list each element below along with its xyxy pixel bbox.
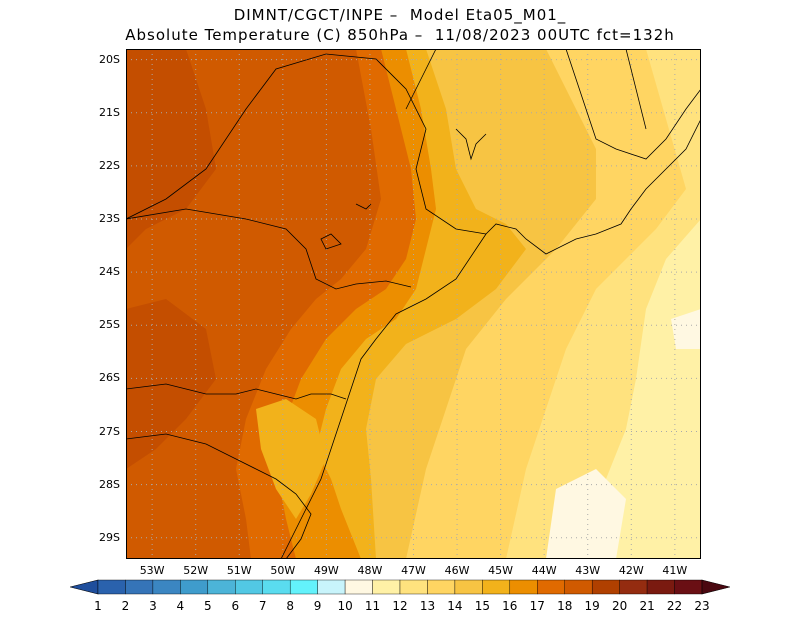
colorbar-cell (289, 579, 318, 595)
colorbar-cell (344, 579, 373, 595)
colorbar-label: 4 (176, 599, 185, 613)
colorbar-cell (509, 579, 538, 595)
colorbar-label: 6 (231, 599, 240, 613)
colorbar-cell (372, 579, 401, 595)
lat-label: 20S (99, 52, 120, 66)
colorbar-label: 13 (419, 599, 436, 613)
lon-label: 43W (575, 564, 601, 577)
colorbar-cell (591, 579, 620, 595)
colorbar-label: 16 (502, 599, 518, 613)
lat-lon-grid (126, 49, 701, 559)
colorbar-cell (317, 579, 346, 595)
lat-label: 27S (99, 424, 120, 438)
colorbar-cell (564, 579, 593, 595)
lat-label: 21S (99, 105, 120, 119)
colorbar-label: 7 (258, 599, 267, 613)
lon-label: 41W (662, 564, 688, 577)
lat-label: 23S (99, 212, 120, 225)
colorbar-arrow-low (70, 579, 99, 595)
colorbar-cell (482, 579, 511, 595)
colorbar-label: 22 (666, 599, 683, 613)
colorbar-cell (454, 579, 483, 595)
lon-label: 52W (183, 564, 209, 577)
lat-label: 25S (99, 318, 120, 332)
lon-label: 50W (270, 564, 296, 577)
colorbar (70, 579, 730, 595)
lon-label: 48W (357, 564, 383, 577)
lon-label: 51W (226, 564, 252, 577)
colorbar-cell (180, 579, 209, 595)
lat-label: 26S (99, 371, 120, 385)
lat-label: 29S (99, 530, 120, 544)
colorbar-cell (152, 579, 181, 595)
colorbar-cell (235, 579, 263, 595)
colorbar-arrow-high (701, 579, 730, 595)
colorbar-label: 14 (447, 599, 463, 613)
colorbar-label: 10 (337, 599, 353, 613)
colorbar-cell (427, 579, 456, 595)
colorbar-label: 15 (474, 599, 490, 613)
colorbar-label: 9 (313, 599, 322, 613)
colorbar-label: 19 (584, 599, 600, 613)
lon-label: 53W (139, 564, 165, 577)
colorbar-label: 2 (121, 599, 130, 613)
colorbar-cell (262, 579, 291, 595)
lon-label: 44W (531, 564, 557, 577)
colorbar-label: 23 (694, 599, 710, 613)
colorbar-cell (399, 579, 428, 595)
coastline-and-borders (126, 49, 701, 559)
colorbar-label: 1 (94, 599, 102, 613)
colorbar-label: 12 (392, 599, 408, 613)
colorbar-label: 20 (611, 599, 628, 613)
colorbar-label: 5 (203, 599, 212, 613)
colorbar-label: 8 (286, 599, 294, 613)
lat-label: 22S (99, 158, 120, 172)
colorbar-cell (674, 579, 703, 595)
temperature-map (126, 49, 701, 559)
lon-label: 49W (313, 564, 339, 577)
title-line-1: DIMNT/CGCT/INPE – Model Eta05_M01_ (233, 6, 567, 24)
colorbar-label: 3 (149, 599, 157, 613)
colorbar-label: 18 (557, 599, 573, 613)
colorbar-cell (619, 579, 648, 595)
lon-label: 42W (618, 564, 644, 577)
lon-label: 46W (444, 564, 470, 577)
lat-label: 24S (99, 265, 120, 279)
title-line-2: Absolute Temperature (C) 850hPa – 11/08/… (125, 26, 675, 44)
lon-label: 47W (401, 564, 426, 577)
lon-label: 45W (488, 564, 514, 577)
map-frame (126, 49, 701, 559)
colorbar-cell (97, 579, 126, 595)
colorbar-cell (125, 579, 154, 595)
lat-label: 28S (99, 477, 120, 491)
colorbar-label: 17 (529, 599, 545, 613)
colorbar-cell (646, 579, 675, 595)
colorbar-label: 21 (639, 599, 655, 613)
colorbar-cell (207, 579, 236, 595)
colorbar-cell (537, 579, 565, 595)
colorbar-label: 11 (364, 599, 381, 613)
